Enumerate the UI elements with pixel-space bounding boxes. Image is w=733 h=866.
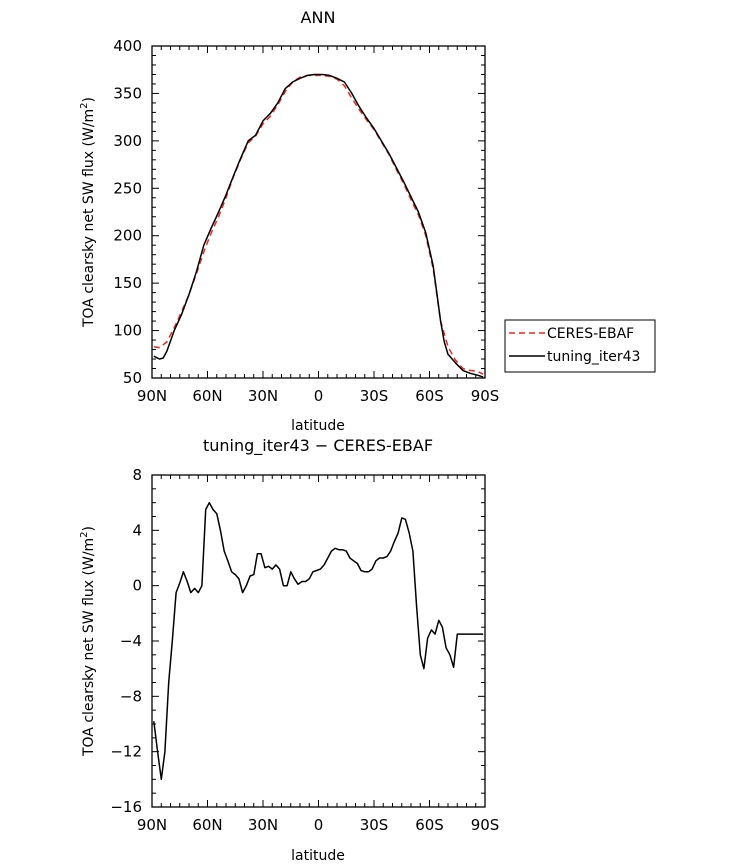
top-y-axis-title: TOA clearsky net SW flux (W/m2) [79,97,97,328]
y-tick-label: 150 [113,274,142,292]
series-line-bottom-difference [153,501,484,781]
y-tick-label: 0 [132,577,142,595]
x-tick-label: 90S [471,816,500,834]
y-tick-label: 350 [113,84,142,102]
series-line-tuning-iter43 [153,73,484,378]
legend-box [504,319,656,373]
y-tick-label: 50 [123,369,142,387]
top-series-lines [153,73,484,378]
y-tick-label: 250 [113,179,142,197]
x-tick-label: 60S [415,387,444,405]
bottom-plot: tuning_iter43 − CERES-EBAF 90N 60N 30N 0 30S… [79,436,499,864]
x-tick-label: 30S [360,816,389,834]
bottom-series-lines [153,501,484,781]
x-tick-label: 0 [314,816,324,834]
x-tick-label: 90S [471,387,500,405]
x-tick-label: 30S [360,387,389,405]
top-x-axis-title: latitude [291,418,345,434]
y-tick-label: 8 [132,466,142,484]
x-tick-label: 90N [137,816,167,834]
bottom-y-axis-title: TOA clearsky net SW flux (W/m2) [79,526,97,757]
y-tick-label: 300 [113,132,142,150]
y-tick-label: 200 [113,227,142,245]
bottom-plot-frame [151,474,486,808]
x-tick-label: 60S [415,816,444,834]
y-tick-label: 4 [132,521,142,539]
x-tick-label: 30N [248,816,278,834]
x-tick-label: 90N [137,387,167,405]
top-plot-frame [151,45,486,379]
top-plot-title: ANN [301,8,336,27]
top-tick-marks [151,45,486,379]
legend-label-ceres-ebaf: CERES-EBAF [547,326,634,342]
bottom-tick-marks [151,474,486,808]
series-line-ceres-ebaf [153,74,484,375]
y-tick-label: −4 [120,632,142,650]
y-tick-label: −12 [110,743,142,761]
bottom-x-axis-title: latitude [291,848,345,864]
x-tick-label: 0 [314,387,324,405]
x-tick-label: 60N [192,387,222,405]
y-tick-label: −8 [120,687,142,705]
bottom-tick-labels: 90N 60N 30N 0 30S 60S 90S −16 −12 −8 −4 0 4 8 [110,466,499,834]
bottom-plot-title: tuning_iter43 − CERES-EBAF [203,436,433,456]
top-tick-labels: 90N 60N 30N 0 30S 60S 90S 50 100 150 200 250 300 350 4… [113,37,499,405]
x-tick-label: 30N [248,387,278,405]
y-tick-label: 100 [113,322,142,340]
top-plot: ANN 90N 60N 30N 0 30S 60S 90S 50 100 150 200 250 300… [79,8,656,434]
x-tick-label: 60N [192,816,222,834]
legend-label-tuning-iter43: tuning_iter43 [547,349,640,365]
legend: CERES-EBAF tuning_iter43 [504,319,656,373]
y-tick-label: 400 [113,37,142,55]
y-tick-label: −16 [110,798,142,816]
